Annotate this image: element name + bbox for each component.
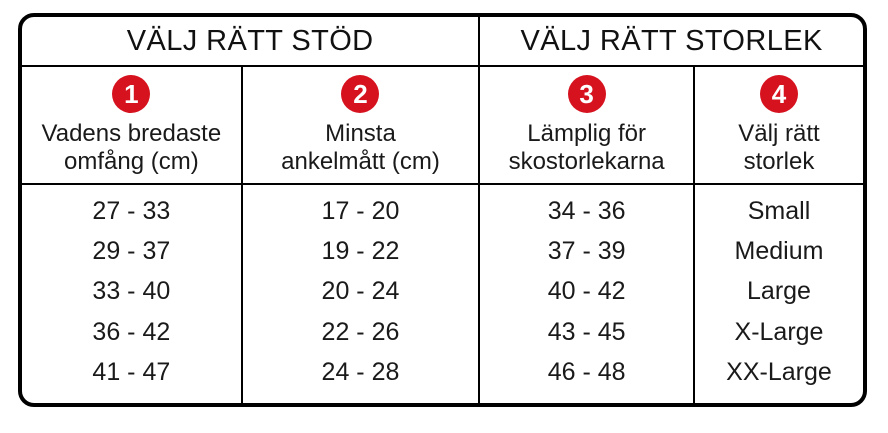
data-column-calf-circumference: 27 - 33 29 - 37 33 - 40 36 - 42 41 - 47 [22,185,243,403]
step-1-badge: 1 [112,75,151,113]
step-3-badge: 3 [567,75,606,113]
column-label-line1: Minsta [325,120,396,147]
column-header-choose-size: 4 Välj rätt storlek [694,67,863,185]
data-column-size-name: Small Medium Large X-Large XX-Large [695,185,863,403]
table-cell: 36 - 42 [92,317,171,346]
data-column-min-ankle: 17 - 20 19 - 22 20 - 24 22 - 26 24 - 28 [243,185,481,403]
table-cell: Large [747,277,811,306]
table-cell: XX-Large [726,358,832,387]
table-cell: 41 - 47 [92,358,171,387]
table-cell: 34 - 36 [547,196,626,225]
table-cell: Medium [734,237,824,266]
column-label: Välj rätt storlek [738,120,819,175]
column-label-line2: storlek [743,147,815,175]
column-label: Vadens bredaste omfång (cm) [42,120,222,175]
column-label-line1: Lämplig för [527,120,646,147]
column-label-line1: Vadens bredaste [41,120,222,147]
table-cell: 40 - 42 [547,277,626,306]
section-header-size: VÄLJ RÄTT STORLEK [480,17,863,67]
table-cell: X-Large [734,317,824,346]
column-header-calf-circumference: 1 Vadens bredaste omfång (cm) [22,67,243,185]
table-cell: 22 - 26 [321,317,400,346]
column-label: Lämplig för skostorlekarna [509,120,665,175]
table-cell: 37 - 39 [547,237,626,266]
column-label-line2: omfång (cm) [63,147,199,175]
table-cell: 43 - 45 [547,317,626,346]
step-2-badge: 2 [341,75,380,113]
table-cell: 27 - 33 [92,196,171,225]
data-column-shoe-sizes: 34 - 36 37 - 39 40 - 42 43 - 45 46 - 48 [480,185,695,403]
size-chart-table: VÄLJ RÄTT STÖD VÄLJ RÄTT STORLEK 1 Vaden… [18,13,867,407]
table-cell: Small [747,196,811,225]
table-cell: 19 - 22 [321,237,400,266]
table-cell: 20 - 24 [321,277,400,306]
table-cell: 17 - 20 [321,196,400,225]
table-cell: 33 - 40 [92,277,171,306]
column-header-shoe-sizes: 3 Lämplig för skostorlekarna [480,67,695,185]
column-label-line2: ankelmått (cm) [281,147,440,175]
section-header-support: VÄLJ RÄTT STÖD [22,17,481,67]
column-label-line1: Välj rätt [738,120,820,147]
table-cell: 29 - 37 [92,237,171,266]
table-cell: 46 - 48 [547,358,626,387]
column-header-min-ankle: 2 Minsta ankelmått (cm) [242,67,481,185]
column-label-line2: skostorlekarna [508,147,665,175]
column-label: Minsta ankelmått (cm) [281,120,440,175]
table-cell: 24 - 28 [321,358,400,387]
step-4-badge: 4 [759,75,798,113]
